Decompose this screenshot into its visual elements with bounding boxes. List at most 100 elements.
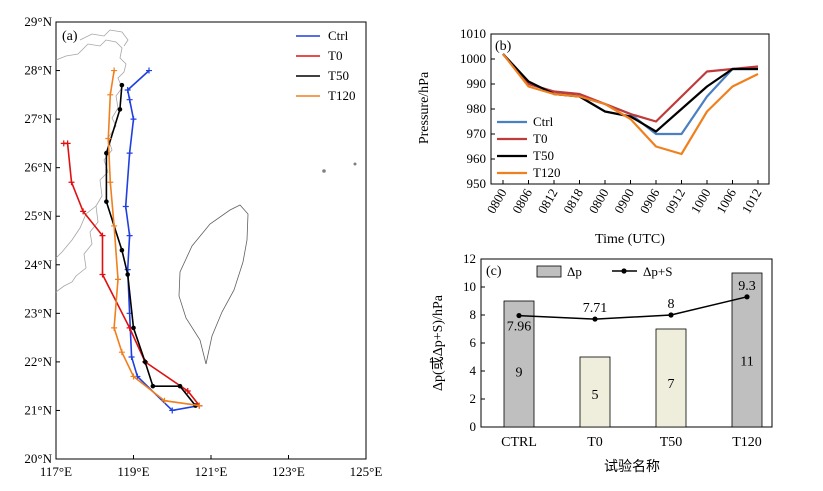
- typhoon-tracks: [60, 67, 203, 414]
- track-point: [130, 116, 137, 123]
- x-axis-label: 试验名称: [604, 459, 660, 475]
- line-value-label: 9.3: [738, 279, 756, 294]
- track-point: [99, 232, 106, 239]
- bar-value-label: 11: [740, 354, 753, 369]
- x-axis-label: Time (UTC): [595, 232, 665, 247]
- track-point: [122, 203, 129, 210]
- series-line-t50: [502, 53, 758, 133]
- track-point: [184, 388, 191, 395]
- bar-axes: 0 2 4 6 8 10 12 CTRL T0 T50 T120: [463, 251, 762, 450]
- x-tick-label: CTRL: [501, 435, 537, 450]
- x-tick-label: 123°E: [272, 464, 305, 479]
- y-tick-label: 24°N: [24, 257, 52, 272]
- y-axis-label: Δp(或Δp+S)/hPa: [430, 294, 446, 391]
- y-tick-label: 12: [463, 251, 476, 266]
- islet: [353, 162, 357, 166]
- x-tick-label: 1006: [713, 186, 739, 216]
- legend-label: T120: [533, 165, 560, 180]
- track-point: [107, 179, 114, 186]
- x-tick-label: 0812: [535, 186, 561, 216]
- legend-marker: [621, 268, 627, 274]
- y-tick-label: 950: [467, 176, 487, 191]
- series-line-t120: [502, 53, 759, 156]
- map-legend: Ctrl T0 T50 T120: [296, 28, 355, 103]
- x-tick-label: 119°E: [117, 464, 149, 479]
- legend-swatch: [536, 265, 562, 278]
- x-tick-label: 0900: [611, 186, 637, 216]
- track-point: [117, 107, 123, 112]
- legend-label: Δp+S: [643, 264, 672, 279]
- y-tick-label: 26°N: [24, 160, 52, 175]
- y-tick-label: 1010: [460, 26, 486, 41]
- y-tick-label: 980: [467, 101, 487, 116]
- track-point: [104, 199, 109, 204]
- pressure-lines: [502, 53, 759, 156]
- track-point: [124, 86, 131, 93]
- y-tick-label: 2: [470, 391, 477, 406]
- track-map-panel: 117°E 119°E 121°E 123°E 125°E 20°N 21°N 22°N 23°…: [24, 14, 382, 479]
- x-tick-label: 0800: [586, 186, 612, 216]
- panel-b-label: (b): [495, 39, 512, 54]
- coastline-land: [55, 29, 129, 293]
- legend-label: T0: [328, 48, 342, 63]
- panel-c-label: (c): [486, 264, 502, 279]
- track-point: [126, 96, 133, 103]
- line-value-label: 7.71: [583, 301, 608, 316]
- legend-label: Δp: [567, 264, 582, 279]
- track-point: [60, 140, 67, 147]
- y-tick-label: 25°N: [24, 208, 52, 223]
- bar-legend: Δp Δp+S: [536, 264, 672, 279]
- track-point: [128, 354, 135, 361]
- bar: [503, 300, 535, 428]
- bar: [655, 328, 687, 428]
- track-point: [196, 402, 203, 409]
- islet: [322, 169, 326, 173]
- x-tick-label: 0906: [637, 186, 663, 216]
- line-point: [668, 312, 674, 318]
- x-tick-label: 0800: [484, 186, 510, 216]
- y-tick-label: 1000: [460, 51, 486, 66]
- line-value-label: 7.96: [507, 320, 532, 335]
- y-tick-label: 6: [470, 335, 477, 350]
- track-point: [68, 179, 75, 186]
- track-point: [105, 135, 112, 142]
- legend-label: T0: [533, 131, 547, 146]
- line-point: [592, 316, 598, 322]
- legend-label: Ctrl: [533, 114, 554, 129]
- map-ticks: 117°E 119°E 121°E 123°E 125°E 20°N 21°N 22°N 23°…: [24, 14, 382, 479]
- track-point: [118, 349, 125, 356]
- track-point: [119, 247, 125, 253]
- y-axis-label: Pressure/hPa: [417, 71, 432, 144]
- track-point: [115, 276, 121, 283]
- x-tick-label: 117°E: [40, 464, 72, 479]
- x-tick-label: T120: [732, 435, 762, 450]
- bar-panel: 0 2 4 6 8 10 12 CTRL T0 T50 T120 9 5 7 11 7.96 7.71 8 9.…: [430, 251, 773, 475]
- track-point: [99, 271, 106, 278]
- bar: [579, 356, 611, 428]
- x-tick-label: 125°E: [350, 464, 383, 479]
- x-tick-label: 0912: [662, 186, 688, 216]
- x-tick-label: 1012: [739, 186, 765, 216]
- track-point: [104, 150, 109, 156]
- legend-label: Ctrl: [328, 28, 349, 43]
- line-dp-s: [518, 296, 748, 320]
- panel-a-label: (a): [62, 29, 78, 44]
- legend-label: T50: [328, 68, 349, 83]
- y-tick-label: 8: [470, 307, 477, 322]
- x-tick-label: 1000: [688, 186, 714, 216]
- bar-value-label: 7: [668, 377, 675, 392]
- track-point: [161, 397, 168, 404]
- track-point: [142, 359, 148, 365]
- pressure-legend: Ctrl T0 T50 T120: [497, 114, 560, 180]
- line-point: [744, 294, 750, 300]
- track-point: [177, 383, 183, 389]
- y-tick-label: 960: [467, 151, 487, 166]
- y-tick-label: 20°N: [24, 451, 52, 466]
- track-point: [131, 325, 136, 331]
- y-tick-label: 28°N: [24, 63, 52, 78]
- y-tick-label: 29°N: [24, 14, 52, 29]
- y-tick-label: 21°N: [24, 402, 52, 417]
- y-tick-label: 4: [470, 363, 477, 378]
- track-point: [111, 67, 118, 74]
